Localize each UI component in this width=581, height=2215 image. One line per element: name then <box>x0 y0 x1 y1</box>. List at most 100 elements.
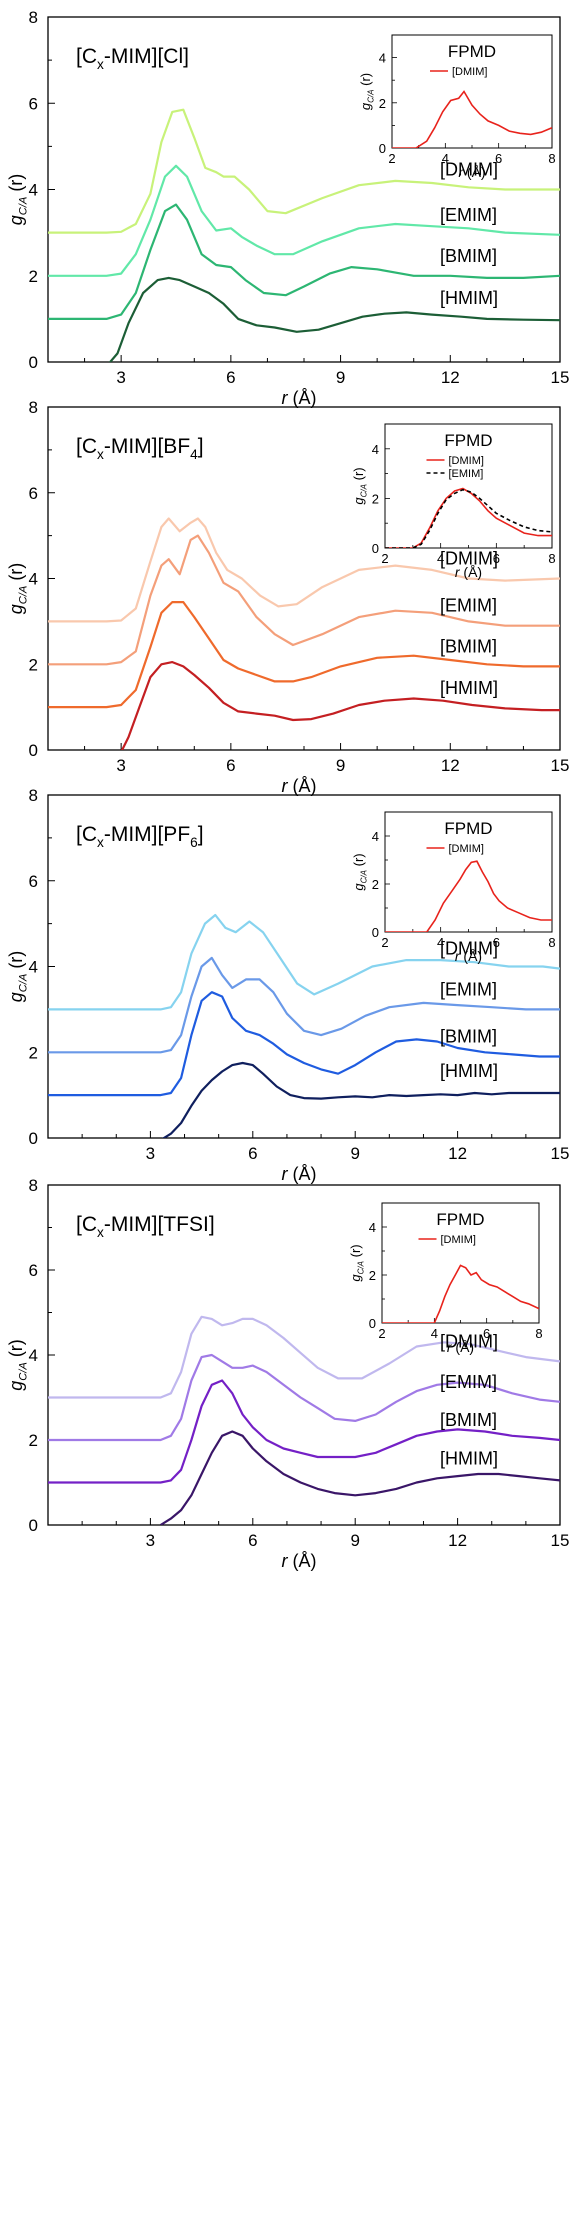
series-line-3 <box>48 1379 560 1484</box>
inset-y-axis-label: gC/A (r) <box>348 1244 365 1281</box>
y-tick-label: 4 <box>29 1346 38 1365</box>
series-line-4 <box>160 1430 560 1525</box>
series-label: [BMIM] <box>440 1410 497 1430</box>
series-line-1 <box>48 108 560 234</box>
y-tick-label: 2 <box>29 267 38 286</box>
series-label: [EMIM] <box>440 1372 497 1392</box>
x-tick-label: 12 <box>448 1531 467 1550</box>
inset-x-tick-label: 2 <box>381 935 388 950</box>
inset-series-group <box>382 1264 539 1323</box>
series-line-3 <box>48 991 560 1097</box>
inset-y-tick-label: 0 <box>369 1316 376 1331</box>
y-tick-label: 4 <box>29 181 38 200</box>
series-line-1 <box>48 1315 560 1399</box>
series-label: [DMIM] <box>440 1331 498 1351</box>
y-axis-label: gC/A (r) <box>6 1339 30 1391</box>
y-tick-label: 4 <box>29 958 38 977</box>
x-axis-label: r (Å) <box>282 1551 317 1571</box>
inset-y-tick-label: 2 <box>372 877 379 892</box>
series-line-3 <box>48 203 560 320</box>
inset-title: FPMD <box>444 819 492 838</box>
series-label: [DMIM] <box>440 549 498 569</box>
series-group <box>48 913 560 1138</box>
inset-legend-label: [DMIM] <box>449 843 484 855</box>
x-tick-label: 12 <box>441 756 460 775</box>
series-label: [EMIM] <box>440 596 497 616</box>
y-tick-label: 8 <box>29 786 38 805</box>
y-tick-label: 6 <box>29 484 38 503</box>
x-tick-label: 12 <box>441 368 460 387</box>
series-line-2 <box>48 164 560 277</box>
x-tick-label: 15 <box>551 1531 570 1550</box>
inset-series-line-1 <box>385 860 552 932</box>
inset-y-tick-label: 0 <box>372 925 379 940</box>
inset-y-axis-label: gC/A (r) <box>351 467 368 504</box>
inset-frame <box>381 1202 540 1324</box>
series-label: [HMIM] <box>440 1448 498 1468</box>
x-tick-label: 3 <box>116 368 125 387</box>
inset-x-tick-label: 4 <box>442 151 449 166</box>
inset-title: FPMD <box>436 1210 484 1229</box>
y-tick-label: 2 <box>29 655 38 674</box>
x-tick-label: 9 <box>350 1531 359 1550</box>
chart-title: [Cx-MIM][Cl] <box>76 45 189 72</box>
series-label: [BMIM] <box>440 246 497 266</box>
chart-title: [Cx-MIM][BF4] <box>76 435 204 462</box>
inset-x-tick-label: 6 <box>495 151 502 166</box>
series-label: [HMIM] <box>440 288 498 308</box>
y-tick-label: 0 <box>29 353 38 372</box>
x-tick-label: 9 <box>336 756 345 775</box>
inset-series-group <box>385 860 552 932</box>
inset-y-axis-label: gC/A (r) <box>358 73 375 110</box>
x-axis-label: r (Å) <box>282 776 317 796</box>
inset-x-tick-label: 6 <box>493 935 500 950</box>
series-line-3 <box>48 601 560 709</box>
inset-series-group <box>392 90 552 148</box>
inset-frame <box>384 811 553 933</box>
x-axis-label: r (Å) <box>282 1164 317 1184</box>
series-label: [EMIM] <box>440 205 497 225</box>
x-axis-label: r (Å) <box>282 388 317 408</box>
y-tick-label: 8 <box>29 398 38 417</box>
inset-x-tick-label: 8 <box>548 151 555 166</box>
inset-x-tick-label: 8 <box>535 1326 542 1341</box>
series-group <box>48 108 560 362</box>
inset-y-tick-label: 0 <box>372 541 379 556</box>
inset-x-tick-label: 6 <box>493 551 500 566</box>
series-line-4 <box>108 276 560 362</box>
series-group <box>48 517 560 750</box>
y-tick-label: 0 <box>29 1129 38 1148</box>
x-tick-label: 6 <box>248 1144 257 1163</box>
inset-frame <box>391 34 553 149</box>
x-tick-label: 6 <box>248 1531 257 1550</box>
series-group <box>48 1315 560 1525</box>
inset-x-axis-label: r (Å) <box>455 564 482 580</box>
inset-x-tick-label: 4 <box>431 1326 438 1341</box>
y-axis-label: gC/A (r) <box>6 563 30 615</box>
inset-y-axis-label: gC/A (r) <box>351 853 368 890</box>
x-tick-label: 3 <box>146 1144 155 1163</box>
inset-x-axis-label: r (Å) <box>447 1339 474 1355</box>
inset-y-tick-label: 2 <box>379 96 386 111</box>
inset-x-axis-label: r (Å) <box>455 948 482 964</box>
x-tick-label: 15 <box>551 368 570 387</box>
inset-series-line-1 <box>382 1264 539 1323</box>
x-tick-label: 9 <box>336 368 345 387</box>
series-label: [DMIM] <box>440 160 498 180</box>
inset-series-line-2 <box>385 488 552 548</box>
x-tick-label: 6 <box>226 756 235 775</box>
y-axis-label: gC/A (r) <box>6 174 30 226</box>
inset-y-tick-label: 4 <box>369 1220 376 1235</box>
inset-title: FPMD <box>448 42 496 61</box>
x-tick-label: 15 <box>551 756 570 775</box>
inset-x-tick-label: 2 <box>381 551 388 566</box>
inset-x-tick-label: 2 <box>388 151 395 166</box>
inset-legend-label: [DMIM] <box>452 66 487 78</box>
inset-series-line-1 <box>392 90 552 148</box>
inset-y-tick-label: 4 <box>372 829 379 844</box>
